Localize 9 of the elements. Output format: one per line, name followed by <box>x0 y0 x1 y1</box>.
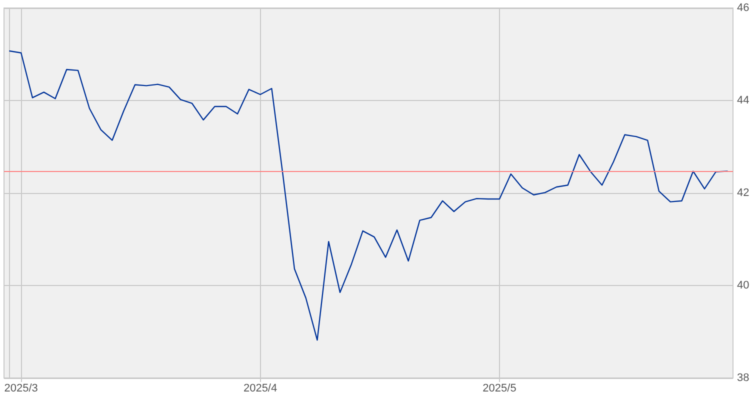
x-tick-label: 2025/3 <box>4 382 38 394</box>
x-tick-label: 2025/5 <box>482 382 516 394</box>
y-tick-label: 40 <box>737 280 750 292</box>
x-tick-label: 2025/4 <box>243 382 278 394</box>
y-tick-label: 44 <box>737 94 750 106</box>
y-tick-label: 42 <box>737 187 750 199</box>
y-tick-label: 46 <box>737 2 750 14</box>
line-series <box>9 50 728 341</box>
y-tick-label: 38 <box>737 372 750 384</box>
